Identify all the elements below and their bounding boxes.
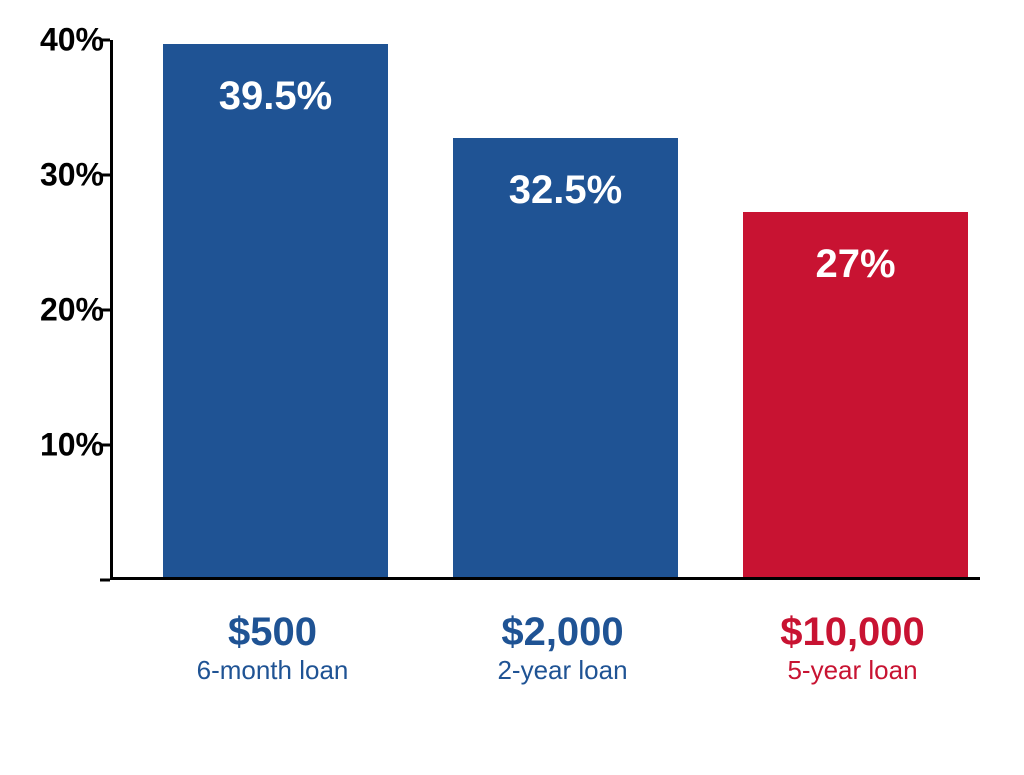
ytick-mark xyxy=(100,444,110,447)
bar-value-label: 32.5% xyxy=(453,168,678,213)
ytick-mark xyxy=(100,579,110,582)
category-label: $2,000 2-year loan xyxy=(450,610,675,686)
bar-10000-5year: 27% xyxy=(743,212,968,577)
category-amount: $500 xyxy=(160,610,385,655)
plot-area: 39.5% 32.5% 27% xyxy=(110,40,980,580)
ytick-label: 10% xyxy=(40,427,104,464)
category-amount: $10,000 xyxy=(740,610,965,655)
category-term: 5-year loan xyxy=(740,655,965,686)
ytick-label: 30% xyxy=(40,157,104,194)
ytick-label: 40% xyxy=(40,22,104,59)
bar-value-label: 39.5% xyxy=(163,74,388,119)
ytick-label: 20% xyxy=(40,292,104,329)
category-label: $10,000 5-year loan xyxy=(740,610,965,686)
bar-2000-2year: 32.5% xyxy=(453,138,678,577)
category-term: 6-month loan xyxy=(160,655,385,686)
loan-rate-bar-chart: 10% 20% 30% 40% 39.5% 32.5% 27% $500 6-m… xyxy=(20,40,1004,740)
category-amount: $2,000 xyxy=(450,610,675,655)
category-term: 2-year loan xyxy=(450,655,675,686)
ytick-mark xyxy=(100,174,110,177)
bar-value-label: 27% xyxy=(743,242,968,287)
category-label: $500 6-month loan xyxy=(160,610,385,686)
bar-500-6month: 39.5% xyxy=(163,44,388,577)
ytick-mark xyxy=(100,309,110,312)
ytick-mark xyxy=(100,39,110,42)
